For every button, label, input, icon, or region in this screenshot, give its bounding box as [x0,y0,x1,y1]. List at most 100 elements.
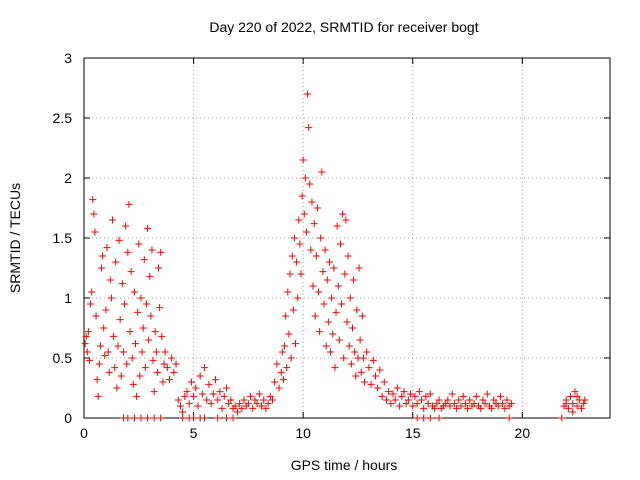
data-point [503,396,511,404]
data-point [233,408,241,416]
data-point [331,364,339,372]
y-tick-label: 2.5 [53,110,73,126]
data-point [99,252,107,260]
data-point [318,168,326,176]
data-point [190,392,198,400]
data-point [573,392,581,400]
y-tick-label: 1 [64,290,72,306]
data-point [100,324,108,332]
data-point [216,388,224,396]
data-point [238,404,246,412]
data-point [179,408,187,416]
data-point [336,240,344,248]
data-point [569,400,577,408]
data-point [472,392,480,400]
data-point [102,306,110,314]
data-point [348,324,356,332]
data-point [278,348,286,356]
data-point [123,360,131,368]
data-point [168,354,176,362]
data-point [87,300,95,308]
data-point [262,404,270,412]
data-point [160,360,168,368]
data-point [323,276,331,284]
data-point [357,368,365,376]
data-point [309,282,317,290]
data-point [409,402,417,410]
data-point [98,264,106,272]
data-point [313,204,321,212]
data-point [294,294,302,302]
data-point [220,392,228,400]
data-point [94,392,102,400]
data-point [365,364,373,372]
data-point [92,312,100,320]
data-point [346,294,354,302]
data-point [404,396,412,404]
data-point [264,400,272,408]
data-point [332,308,340,316]
data-point [231,402,239,410]
data-point [347,360,355,368]
data-point [564,404,572,412]
data-point [325,258,333,266]
data-point [350,276,358,284]
data-point [179,414,187,422]
data-point [139,324,147,332]
data-point [119,348,127,356]
data-point [490,396,498,404]
data-point [562,400,570,408]
data-point [229,414,237,422]
data-point [359,354,367,362]
data-point [150,388,158,396]
data-point [415,388,423,396]
data-point [247,392,255,400]
data-point [459,392,467,400]
data-point [140,256,148,264]
data-point [149,356,157,364]
data-point [144,414,152,422]
data-point [281,342,289,350]
data-point [203,396,211,404]
data-point [146,272,154,280]
data-point [407,390,415,398]
data-point [158,332,166,340]
data-point [176,402,184,410]
data-point [355,264,363,272]
data-point [461,400,469,408]
data-point [305,124,313,132]
data-point [111,364,119,372]
axis-ticks: 0 5 10 15 20 0 0.5 1 1.5 2 2.5 3 [53,50,610,441]
data-point [310,220,318,228]
data-point [84,328,92,336]
data-point [464,404,472,412]
data-point [345,342,353,350]
chart-title: Day 220 of 2022, SRMTID for receiver bog… [209,19,478,35]
data-point [352,372,360,380]
y-tick-label: 3 [64,50,72,66]
data-point [244,400,252,408]
data-point [389,390,397,398]
data-point [214,414,222,422]
data-point [159,378,167,386]
data-point [83,348,91,356]
data-point [578,404,586,412]
data-point [128,354,136,362]
data-point [288,252,296,260]
data-point [328,294,336,302]
data-point [151,328,159,336]
data-point [499,400,507,408]
data-point [110,332,118,340]
data-point [567,392,575,400]
data-point [125,200,133,208]
data-point [290,234,298,242]
data-point [444,396,452,404]
data-point [142,300,150,308]
data-point [569,408,577,416]
data-point [157,248,165,256]
data-point [260,396,268,404]
data-point [283,364,291,372]
data-point [338,300,346,308]
data-point [194,402,202,410]
data-point [413,414,421,422]
